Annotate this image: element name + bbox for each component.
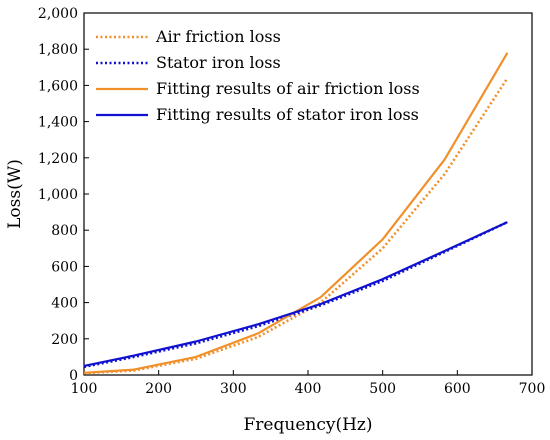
series-line-stator-iron-loss <box>83 220 508 369</box>
series-line-fitting-results-of-stator-iron-loss <box>83 221 508 367</box>
x-tick-label: 100 <box>71 381 98 397</box>
y-axis-ticks: 0 200 400 600 800 1,000 1,200 1,400 1,600 1,800 2,… <box>38 6 89 384</box>
y-tick-label: 1,400 <box>38 115 78 131</box>
x-tick-label: 200 <box>145 381 172 397</box>
x-tick-label: 300 <box>220 381 247 397</box>
y-tick-label: 200 <box>51 332 78 348</box>
x-tick-label: 600 <box>444 381 471 397</box>
x-axis-ticks: 100 200 300 400 500 600 700 <box>71 370 546 397</box>
plot-frame <box>83 12 533 376</box>
legend-label-fitting-results-of-air-friction-loss: Fitting results of air friction loss <box>156 79 420 98</box>
legend-label-air-friction-loss: Air friction loss <box>155 27 281 46</box>
legend: Air friction loss Stator iron loss Fitting… <box>96 27 420 124</box>
y-tick-label: 0 <box>69 368 78 384</box>
y-tick-label: 1,200 <box>38 151 78 167</box>
y-tick-label: 1,800 <box>38 42 78 58</box>
y-tick-label: 1,600 <box>38 78 78 94</box>
y-tick-label: 1,000 <box>38 187 78 203</box>
x-tick-label: 500 <box>369 381 396 397</box>
series-layer <box>83 52 509 375</box>
plot-area <box>83 12 533 376</box>
y-tick-label: 400 <box>51 296 78 312</box>
x-axis-label: Frequency(Hz) <box>244 415 373 435</box>
y-tick-label: 800 <box>51 223 78 239</box>
legend-label-fitting-results-of-stator-iron-loss: Fitting results of stator iron loss <box>156 105 419 124</box>
legend-label-stator-iron-loss: Stator iron loss <box>156 53 281 72</box>
y-tick-label: 600 <box>51 259 78 275</box>
series-line-fitting-results-of-air-friction-loss <box>83 52 509 374</box>
x-tick-label: 700 <box>519 381 546 397</box>
y-tick-label: 2,000 <box>38 6 78 22</box>
x-tick-label: 400 <box>295 381 322 397</box>
y-axis-label: Loss(W) <box>5 159 25 229</box>
